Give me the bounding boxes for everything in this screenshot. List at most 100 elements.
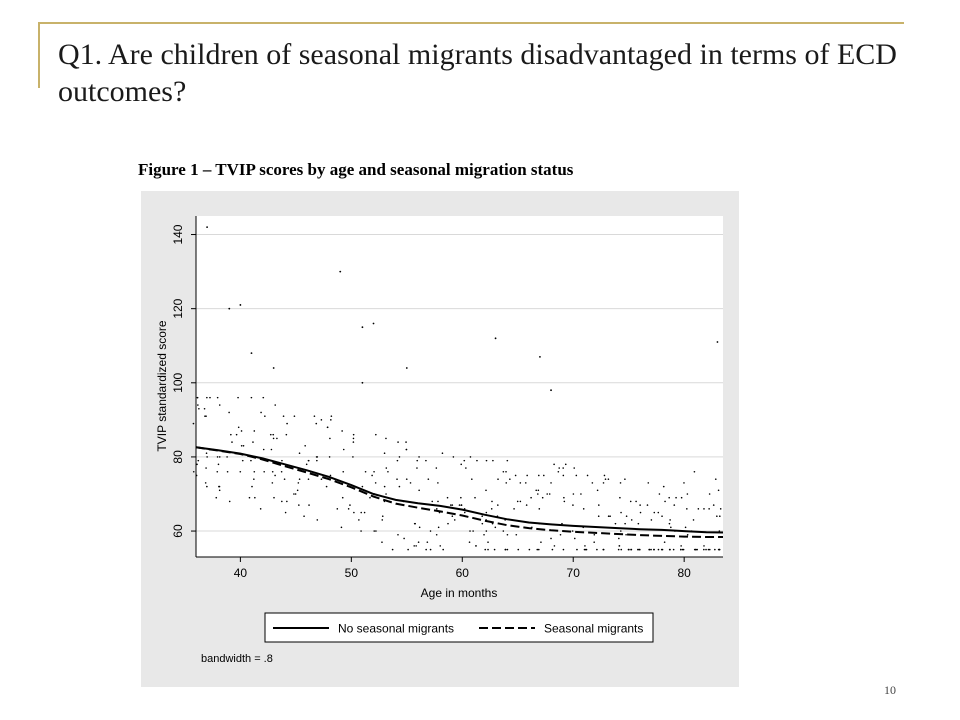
scatter-point — [387, 470, 389, 473]
scatter-point — [375, 530, 377, 532]
scatter-point — [540, 541, 542, 543]
scatter-point — [562, 548, 565, 551]
scatter-point — [205, 452, 208, 455]
scatter-point — [405, 441, 407, 443]
scatter-point — [240, 430, 243, 432]
scatter-point — [426, 541, 429, 543]
scatter-point — [271, 482, 274, 484]
scatter-point — [463, 511, 466, 514]
scatter-point — [264, 415, 266, 417]
y-tick-label: 120 — [171, 298, 185, 318]
scatter-point — [692, 519, 695, 521]
scatter-point — [425, 459, 427, 462]
scatter-point — [226, 470, 229, 473]
scatter-point — [664, 500, 666, 503]
figure-caption: Figure 1 – TVIP scores by age and season… — [138, 160, 574, 179]
scatter-point — [413, 545, 416, 547]
scatter-point — [485, 530, 488, 532]
scatter-point — [353, 511, 355, 514]
scatter-point — [206, 456, 208, 458]
scatter-point — [526, 474, 528, 477]
scatter-point — [563, 500, 566, 503]
scatter-point — [293, 415, 296, 417]
scatter-point — [572, 504, 574, 506]
scatter-point — [686, 493, 689, 495]
scatter-point — [218, 456, 221, 458]
scatter-point — [630, 548, 633, 551]
title-accent-vertical — [38, 22, 40, 88]
scatter-point — [196, 463, 198, 466]
title-accent-horizontal — [38, 22, 904, 24]
scatter-point — [197, 459, 200, 462]
scatter-point — [215, 496, 218, 499]
scatter-point — [524, 482, 527, 484]
scatter-point — [717, 489, 720, 492]
x-axis-label: Age in months — [421, 586, 498, 600]
scatter-point — [703, 508, 705, 510]
scatter-point — [192, 422, 195, 425]
scatter-point — [639, 511, 642, 514]
scatter-point — [619, 496, 621, 499]
scatter-point — [231, 441, 233, 443]
scatter-point — [262, 396, 265, 399]
x-tick-label: 50 — [345, 566, 359, 580]
scatter-point — [593, 541, 595, 543]
scatter-point — [405, 448, 408, 451]
scatter-point — [675, 496, 677, 499]
scatter-point — [481, 515, 483, 518]
scatter-point — [476, 459, 478, 462]
scatter-point — [516, 500, 519, 503]
scatter-point — [398, 485, 401, 488]
scatter-point — [646, 504, 649, 506]
scatter-point — [460, 504, 463, 506]
scatter-point — [206, 396, 208, 399]
scatter-point — [546, 493, 549, 495]
scatter-point — [447, 522, 449, 525]
scatter-point — [620, 548, 623, 551]
scatter-point — [239, 304, 242, 306]
scatter-point — [320, 478, 323, 480]
scatter-point — [485, 459, 488, 462]
scatter-point — [714, 548, 716, 551]
scatter-point — [250, 459, 252, 462]
scatter-point — [519, 482, 522, 484]
scatter-point — [342, 448, 345, 451]
scatter-point — [197, 404, 199, 406]
scatter-point — [493, 548, 496, 551]
scatter-point — [385, 467, 388, 469]
scatter-point — [602, 482, 605, 484]
scatter-point — [497, 478, 499, 480]
scatter-point — [294, 493, 297, 495]
scatter-point — [396, 478, 398, 480]
scatter-point — [686, 508, 688, 510]
scatter-point — [450, 504, 452, 506]
chart-container: 40 50 60 70 80 60 80 100 120 140 Age in months TV… — [141, 191, 739, 687]
scatter-point — [528, 548, 531, 551]
scatter-point — [228, 411, 230, 414]
scatter-point — [684, 526, 687, 529]
scatter-point — [563, 496, 565, 499]
scatter-point — [284, 511, 287, 514]
slide-title: Q1. Are children of seasonal migrants di… — [58, 38, 897, 108]
scatter-point — [297, 482, 300, 484]
scatter-point — [596, 489, 599, 492]
scatter-point — [358, 519, 360, 521]
scatter-point — [668, 496, 670, 499]
scatter-point — [538, 474, 540, 477]
scatter-point — [298, 504, 300, 506]
scatter-point — [635, 500, 637, 503]
scatter-point — [398, 456, 401, 458]
scatter-point — [719, 515, 721, 518]
scatter-point — [250, 396, 253, 399]
scatter-point — [303, 515, 305, 518]
scatter-point — [342, 470, 345, 473]
scatter-point — [657, 511, 660, 514]
scatter-point — [618, 545, 621, 547]
scatter-point — [607, 478, 610, 480]
scatter-point — [515, 533, 518, 536]
scatter-point — [492, 459, 494, 462]
scatter-point — [304, 445, 306, 447]
scatter-point — [471, 478, 473, 480]
scatter-point — [557, 470, 560, 473]
scatter-point — [624, 522, 626, 525]
